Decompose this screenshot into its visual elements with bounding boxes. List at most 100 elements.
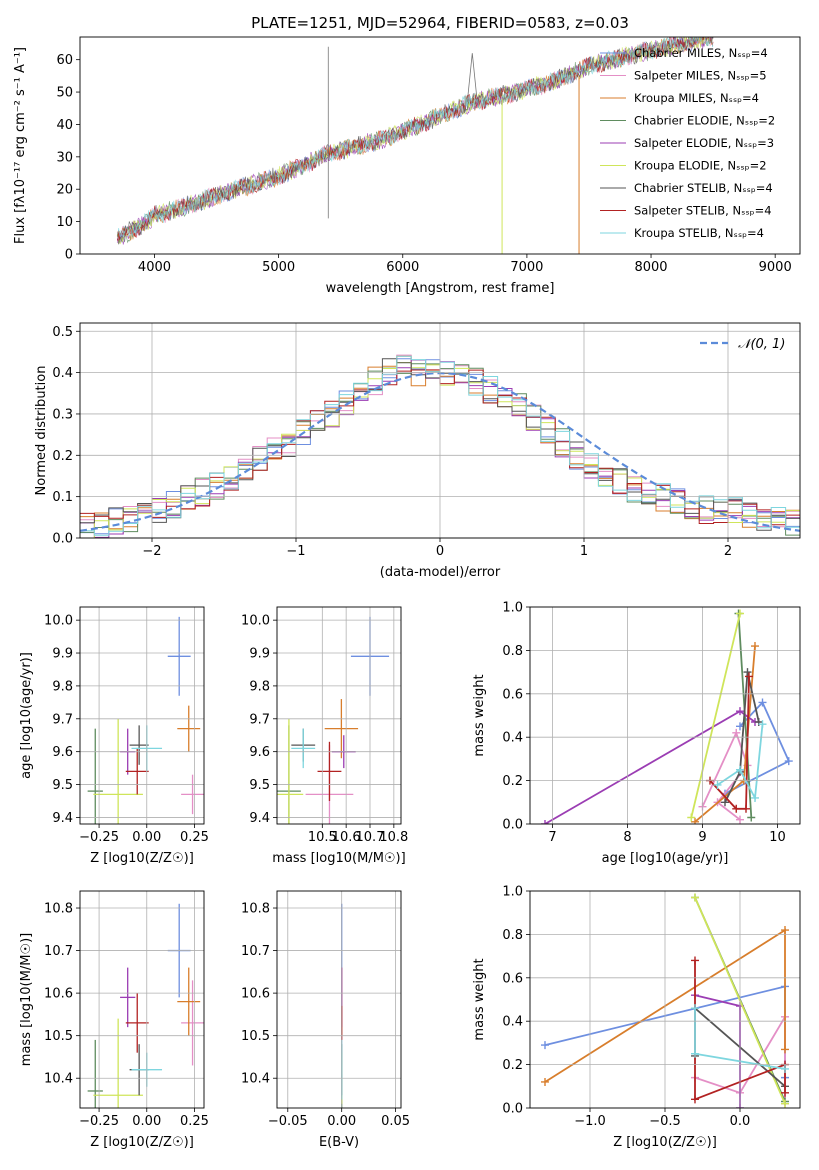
x-tick-label: −1.0 (574, 1114, 606, 1129)
mass-weight-line (694, 1013, 786, 1104)
axes-frame (276, 606, 402, 825)
x-tick-label: 10.8 (379, 830, 408, 845)
axes-frame (529, 890, 801, 1109)
x-axis-label: Z [log10(Z/Z☉)] (90, 851, 194, 866)
y-tick-label: 0.4 (502, 1015, 523, 1030)
legend-entry: Chabrier STELIB, Nₛₛₚ=4 (634, 181, 773, 195)
data-point-marker (781, 1088, 789, 1097)
x-tick-label: 10.5 (308, 830, 337, 845)
x-tick-label: 8 (623, 830, 631, 845)
data-point-marker (743, 668, 752, 677)
axes-frame (79, 322, 801, 539)
figure-title: PLATE=1251, MJD=52964, FIBERID=0583, z=0… (251, 14, 629, 32)
y-tick-label: 50 (56, 86, 73, 101)
y-axis-label: Flux [fλ10⁻¹⁷ erg cm⁻² s⁻¹ A⁻¹] (13, 47, 28, 244)
axes-frame (276, 890, 402, 1109)
y-axis-label: mass weight (472, 958, 487, 1040)
mass-weight-line (709, 676, 750, 810)
y-tick-label: 10 (56, 215, 73, 230)
data-point-marker (736, 765, 744, 774)
x-tick-label: 0.0 (730, 1114, 751, 1129)
plot-area (116, 37, 714, 254)
y-tick-label: 10.6 (44, 987, 73, 1002)
data-point-marker (758, 720, 767, 729)
y-tick-label: 20 (56, 183, 73, 198)
y-tick-label: 9.9 (249, 647, 270, 662)
axes-frame (79, 36, 801, 255)
panel-residual-histogram: −2 −1 0 1 2 0.0 0.1 0.2 0.3 0.4 0.5 (data-model)/er… (34, 322, 801, 580)
x-tick-label: 10 (769, 830, 786, 845)
x-tick-label: −1 (286, 544, 305, 559)
y-axis-label: mass [log10(M/M☉)] (19, 933, 34, 1066)
y-tick-label: 9.8 (52, 679, 73, 694)
data-point-marker (736, 707, 744, 716)
x-axis-label: E(B-V) (319, 1135, 359, 1150)
y-tick-label: 0.0 (502, 818, 523, 833)
y-tick-label: 10.8 (241, 902, 270, 917)
y-tick-label: 10.4 (44, 1072, 73, 1087)
data-point-marker (751, 642, 759, 651)
data-point-marker (691, 893, 699, 902)
data-point-marker (691, 1049, 699, 1058)
x-tick-label: −0.25 (79, 830, 119, 845)
y-tick-label: 9.4 (52, 811, 73, 826)
y-tick-label: 10.0 (241, 614, 270, 629)
y-tick-label: 30 (56, 150, 73, 165)
legend-entry: Salpeter MILES, Nₛₛₚ=5 (634, 69, 767, 83)
x-tick-label: 0.00 (327, 1114, 356, 1129)
data-point-marker (541, 1077, 549, 1086)
y-tick-label: 9.5 (52, 778, 73, 793)
legend-entry: 𝒩(0, 1) (738, 337, 785, 352)
panel-mass-vs-ebv: −0.05 0.00 0.05 10.4 10.5 10.6 10.7 10.8 E(B-V) (241, 890, 410, 1150)
y-tick-label: 0.2 (502, 774, 523, 789)
y-tick-label: 9.5 (249, 778, 270, 793)
y-tick-label: 10.6 (241, 987, 270, 1002)
x-axis-label: wavelength [Angstrom, rest frame] (326, 281, 555, 296)
y-tick-label: 0 (65, 248, 73, 263)
spectrum-line (116, 37, 713, 245)
panel-mass-weight-vs-age: 7 8 9 10 0.0 0.2 0.4 0.6 0.8 1.0 age [log10(age/yr… (472, 601, 801, 866)
data-point-marker (713, 780, 722, 789)
y-tick-label: 10.7 (241, 944, 270, 959)
y-tick-label: 0.5 (52, 325, 73, 340)
data-point-marker (736, 609, 744, 618)
y-axis-label: Normed distribution (34, 366, 49, 496)
x-tick-label: 4000 (138, 260, 171, 275)
data-point-marker (781, 1045, 789, 1054)
data-point-marker (736, 815, 744, 824)
x-tick-label: −0.25 (79, 1114, 119, 1129)
spectrum-line (116, 37, 714, 241)
x-tick-label: −0.5 (649, 1114, 681, 1129)
spectrum-line (116, 37, 714, 244)
data-point-marker (781, 926, 789, 935)
y-tick-label: 9.4 (249, 811, 270, 826)
y-tick-label: 0.2 (502, 1058, 523, 1073)
y-tick-label: 0.3 (52, 407, 73, 422)
data-point-marker (751, 793, 759, 802)
y-tick-label: 10.5 (44, 1029, 73, 1044)
panel-spectrum: 4000 5000 6000 7000 8000 9000 0 10 20 30 40 50 60 wav… (13, 36, 801, 296)
x-axis-label: Z [log10(Z/Z☉)] (613, 1135, 717, 1150)
y-axis-label: age [log10(age/yr)] (19, 652, 34, 779)
axes-frame (79, 890, 205, 1109)
x-tick-label: 0.00 (132, 830, 161, 845)
x-tick-label: 0.05 (381, 1114, 410, 1129)
plot-area (541, 609, 793, 824)
data-point-marker (691, 817, 699, 824)
data-point-marker (721, 798, 729, 807)
data-point-marker (732, 804, 741, 813)
x-tick-label: 10.7 (356, 830, 385, 845)
x-tick-label: 0 (436, 544, 444, 559)
y-tick-label: 9.7 (52, 712, 73, 727)
data-point-marker (781, 1064, 789, 1073)
mass-weight-line (716, 724, 764, 802)
data-point-marker (541, 1041, 549, 1050)
axes-frame (529, 606, 801, 825)
legend-entry: Kroupa STELIB, Nₛₛₚ=4 (634, 226, 764, 240)
mass-weight-line (690, 613, 741, 818)
y-tick-label: 0.4 (52, 366, 73, 381)
data-point-marker (784, 757, 793, 766)
y-axis-label: mass weight (472, 674, 487, 756)
x-tick-label: 10.6 (332, 830, 361, 845)
x-tick-label: 9000 (759, 260, 792, 275)
